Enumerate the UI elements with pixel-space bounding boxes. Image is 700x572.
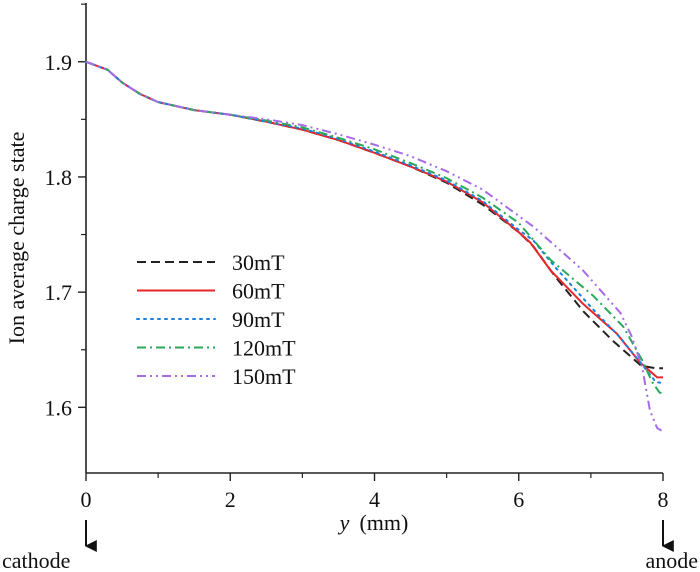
series-line-150mT [85, 60, 664, 433]
legend-label: 90mT [232, 307, 285, 332]
ticks: 0 2 4 6 8 1.6 1.7 1.8 1.9 [45, 3, 669, 512]
legend: 30mT 60mT 90mT 120mT 150mT [136, 250, 296, 389]
series-line-120mT [85, 60, 664, 395]
axes [85, 3, 663, 474]
series-line-90mT [85, 60, 664, 385]
y-tick-label: 1.7 [45, 280, 73, 305]
y-axis-label: Ion average charge state [4, 132, 29, 345]
series-group [85, 60, 664, 433]
y-tick-label: 1.9 [45, 50, 73, 75]
x-axis-unit: (mm) [359, 510, 408, 535]
x-tick-label: 2 [225, 487, 236, 512]
y-tick-label: 1.6 [45, 395, 73, 420]
x-tick-label: 8 [658, 487, 669, 512]
legend-label: 30mT [232, 250, 285, 275]
series-line-30mT [85, 60, 663, 370]
cathode-label: cathode [2, 548, 70, 572]
legend-label: 120mT [232, 336, 296, 361]
x-tick-label: 0 [81, 487, 92, 512]
legend-label: 150mT [232, 364, 296, 389]
series-line-60mT [85, 60, 663, 379]
anode-label: anode [645, 548, 698, 572]
x-tick-label: 4 [369, 487, 380, 512]
y-tick-label: 1.8 [45, 165, 73, 190]
legend-label: 60mT [232, 279, 285, 304]
x-tick-label: 6 [513, 487, 524, 512]
x-axis-label: y (mm) [338, 510, 409, 535]
x-axis-variable: y [338, 510, 350, 535]
